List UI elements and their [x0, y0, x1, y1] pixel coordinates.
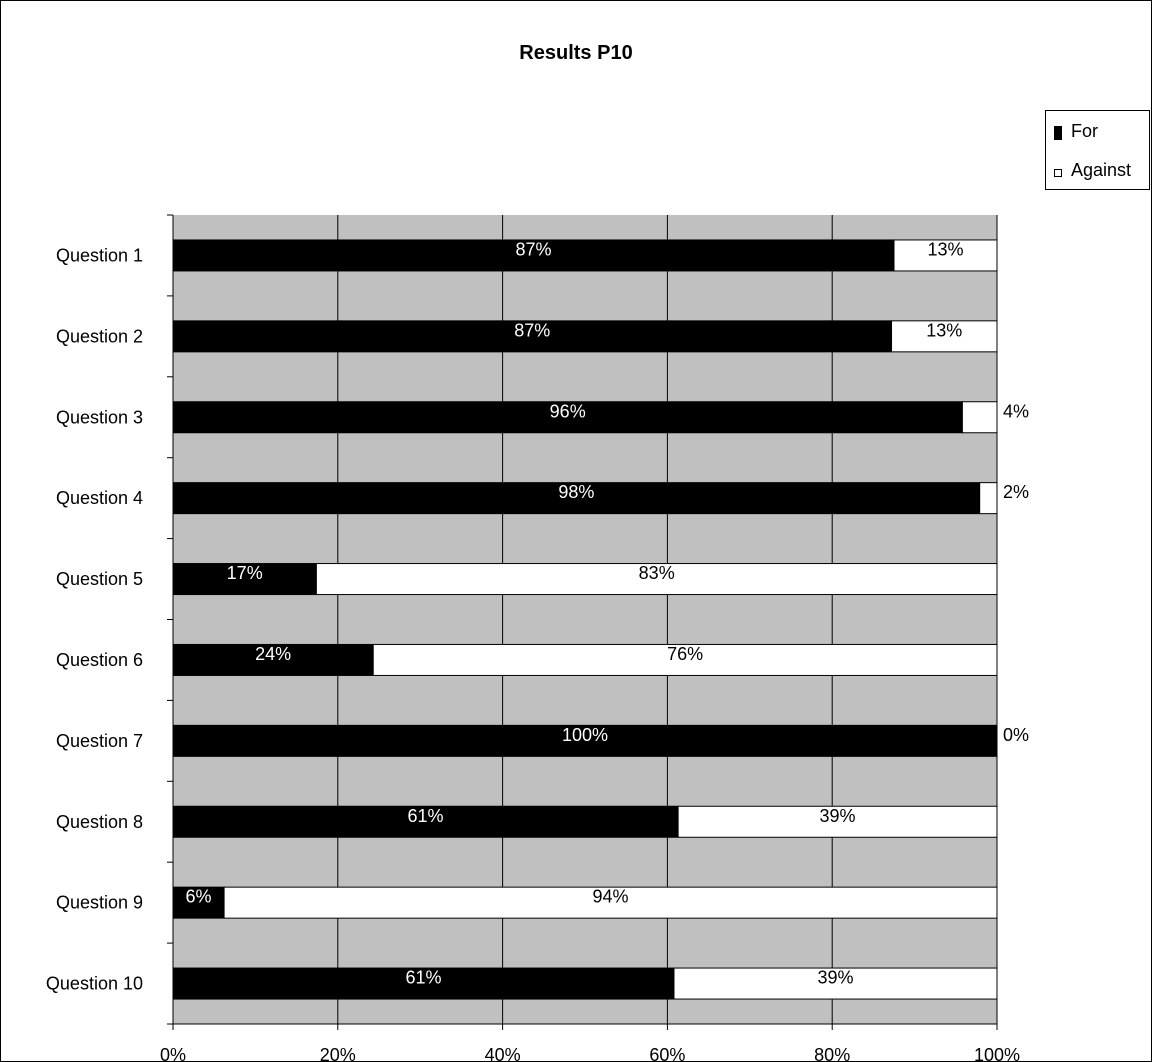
category-label: Question 10	[46, 974, 143, 994]
data-label-for: 87%	[515, 239, 551, 259]
legend-swatch-against	[1054, 169, 1062, 177]
bar-against	[893, 239, 998, 272]
bar-against	[223, 886, 998, 919]
data-label-against: 0%	[1003, 725, 1029, 745]
x-tick-label: 100%	[974, 1045, 1020, 1062]
data-label-for: 61%	[408, 806, 444, 826]
bar-against	[979, 482, 998, 515]
data-label-for: 87%	[514, 320, 550, 340]
x-tick-label: 20%	[320, 1045, 356, 1062]
category-label: Question 2	[56, 326, 143, 346]
data-label-for: 96%	[550, 401, 586, 421]
data-label-against: 13%	[926, 320, 962, 340]
bar-for	[172, 886, 225, 919]
bar-for	[172, 643, 374, 676]
data-label-against: 39%	[820, 806, 856, 826]
data-label-for: 6%	[186, 887, 212, 907]
data-label-against: 83%	[639, 563, 675, 583]
x-tick-label: 0%	[160, 1045, 186, 1062]
data-label-for: 98%	[558, 482, 594, 502]
category-label: Question 1	[56, 245, 143, 265]
legend-label-against: Against	[1071, 160, 1132, 180]
x-tick-label: 40%	[485, 1045, 521, 1062]
legend-swatch-for	[1054, 126, 1062, 140]
legend-label-for: For	[1071, 121, 1098, 141]
data-label-for: 100%	[562, 725, 608, 745]
data-label-against: 39%	[817, 968, 853, 988]
bar-against	[677, 805, 998, 838]
category-label: Question 3	[56, 407, 143, 427]
bar-against	[961, 401, 998, 434]
data-label-for: 17%	[227, 563, 263, 583]
category-label: Question 8	[56, 812, 143, 832]
bar-for	[172, 482, 981, 515]
chart-title: Results P10	[519, 42, 633, 64]
data-label-for: 61%	[405, 968, 441, 988]
bar-against	[673, 967, 998, 1000]
bar-for	[172, 563, 317, 596]
bar-for	[172, 967, 675, 1000]
bar-against	[891, 320, 998, 353]
category-label: Question 7	[56, 731, 143, 751]
category-label: Question 4	[56, 488, 143, 508]
bar-against	[372, 643, 998, 676]
data-label-against: 94%	[593, 887, 629, 907]
bar-against	[315, 563, 998, 596]
bar-for	[172, 805, 679, 838]
legend: For Against	[1045, 110, 1150, 190]
bar-for	[172, 724, 998, 757]
data-label-against: 76%	[667, 644, 703, 664]
category-label: Question 9	[56, 893, 143, 913]
category-label: Question 6	[56, 650, 143, 670]
data-label-for: 24%	[255, 644, 291, 664]
x-tick-label: 60%	[649, 1045, 685, 1062]
data-label-against: 13%	[927, 239, 963, 259]
category-label: Question 5	[56, 569, 143, 589]
data-label-against: 2%	[1003, 482, 1029, 502]
data-label-against: 4%	[1003, 401, 1029, 421]
x-tick-label: 80%	[814, 1045, 850, 1062]
